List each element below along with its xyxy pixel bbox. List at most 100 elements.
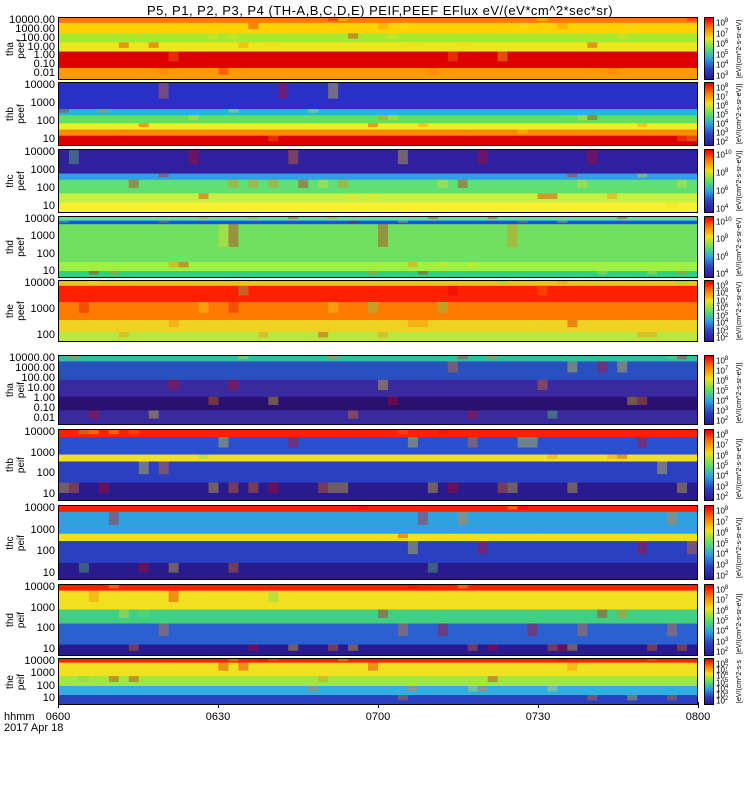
flux-texture — [447, 51, 458, 62]
flux-texture — [557, 659, 568, 662]
flux-texture — [457, 356, 468, 360]
flux-texture — [218, 437, 229, 448]
y-tick-label: 1000 — [30, 230, 55, 243]
energy-band — [59, 590, 697, 610]
y-tick-label: 10000 — [24, 79, 55, 91]
y-tick-label: 100 — [36, 679, 55, 692]
energy-band — [59, 193, 697, 204]
flux-texture — [597, 271, 608, 275]
flux-texture — [158, 68, 169, 75]
colorbar-unit-label: [eV/(cm^2-s-sr-eV)] — [736, 593, 743, 654]
flux-texture — [457, 42, 468, 48]
flux-texture — [78, 562, 89, 573]
flux-texture — [517, 437, 528, 448]
colorbar-tick-label: 104 — [716, 471, 729, 481]
flux-texture — [328, 302, 339, 313]
flux-texture — [98, 482, 109, 493]
flux-texture — [368, 302, 378, 313]
flux-texture — [168, 320, 179, 328]
flux-texture — [128, 676, 139, 683]
flux-texture — [507, 224, 518, 247]
spectrogram-panel-the-peif — [58, 658, 698, 705]
colorbar-unit-label: [eV/(cm^2-s-sr-eV)] — [736, 660, 743, 703]
flux-texture — [647, 271, 658, 275]
spectrogram-panel-thb-peef — [58, 82, 698, 146]
flux-texture — [547, 410, 558, 419]
flux-texture — [557, 22, 568, 30]
flux-texture — [667, 202, 678, 209]
flux-texture — [78, 302, 89, 313]
flux-texture — [128, 179, 139, 188]
flux-texture — [417, 123, 428, 128]
colorbar — [704, 584, 714, 656]
colorbar-tick-label: 108 — [716, 356, 729, 366]
flux-texture — [477, 686, 488, 692]
flux-texture — [158, 173, 169, 178]
flux-texture — [487, 356, 498, 360]
y-tick-label: 10 — [42, 133, 55, 145]
flux-texture — [467, 686, 478, 692]
flux-texture — [427, 217, 438, 220]
flux-texture — [487, 217, 498, 220]
energy-band — [59, 285, 697, 303]
panel-label: the peef — [5, 301, 27, 321]
x-tick-mark — [58, 702, 59, 708]
y-tick-label: 10000 — [24, 146, 55, 158]
spectrogram-image — [59, 659, 697, 704]
flux-texture — [368, 271, 378, 275]
y-tick-label: 10 — [42, 567, 55, 579]
flux-texture — [607, 193, 618, 199]
flux-texture — [348, 33, 359, 39]
y-tick-label: 10000 — [24, 426, 55, 438]
colorbar — [704, 505, 714, 580]
colorbar-tick-label: 106 — [716, 605, 729, 616]
spectrogram-image — [59, 430, 697, 500]
energy-band — [59, 644, 697, 655]
flux-texture — [527, 320, 538, 328]
colorbar-tick-label: 103 — [716, 128, 729, 138]
y-tick-label: 100.00 — [21, 372, 55, 384]
flux-texture — [667, 511, 678, 525]
energy-band — [59, 202, 697, 212]
flux-texture — [557, 281, 568, 284]
y-tick-label: 100 — [36, 545, 55, 558]
flux-texture — [358, 506, 369, 510]
flux-texture — [68, 129, 79, 134]
colorbar-tick-label: 103 — [716, 406, 729, 416]
colorbar-tick-label: 102 — [716, 492, 729, 502]
flux-texture — [378, 609, 388, 618]
x-tick-label: 0600 — [45, 711, 71, 723]
colorbar-tick-label: 106 — [716, 303, 729, 313]
flux-texture — [457, 129, 468, 134]
x-tick-mark — [218, 702, 219, 708]
flux-texture — [328, 217, 339, 220]
flux-texture — [487, 644, 498, 651]
colorbar-tick-label: 105 — [716, 310, 729, 321]
flux-texture — [238, 356, 249, 360]
flux-texture — [138, 609, 149, 618]
flux-texture — [637, 332, 648, 338]
energy-band — [59, 179, 697, 194]
flux-texture — [517, 22, 528, 30]
flux-texture — [248, 22, 259, 30]
flux-texture — [59, 482, 69, 493]
y-tick-label: 100 — [36, 247, 55, 260]
flux-texture — [348, 193, 359, 199]
flux-texture — [128, 430, 139, 435]
flux-texture — [318, 332, 329, 338]
flux-texture — [567, 173, 578, 178]
flux-texture — [637, 396, 648, 405]
colorbar-tick-label: 105 — [716, 538, 729, 549]
y-tick-label: 1.00 — [33, 49, 55, 62]
flux-texture — [228, 109, 239, 113]
flux-texture — [447, 361, 458, 373]
flux-texture — [407, 42, 418, 48]
flux-texture — [128, 644, 139, 651]
flux-texture — [397, 623, 408, 637]
flux-texture — [667, 695, 678, 701]
flux-texture — [617, 217, 628, 220]
flux-texture — [298, 179, 309, 188]
y-tick-label: 10000 — [24, 581, 55, 593]
y-tick-label: 10000 — [24, 277, 55, 289]
colorbar-unit-label: [eV/(cm^2-s-sr-eV)] — [736, 19, 743, 78]
